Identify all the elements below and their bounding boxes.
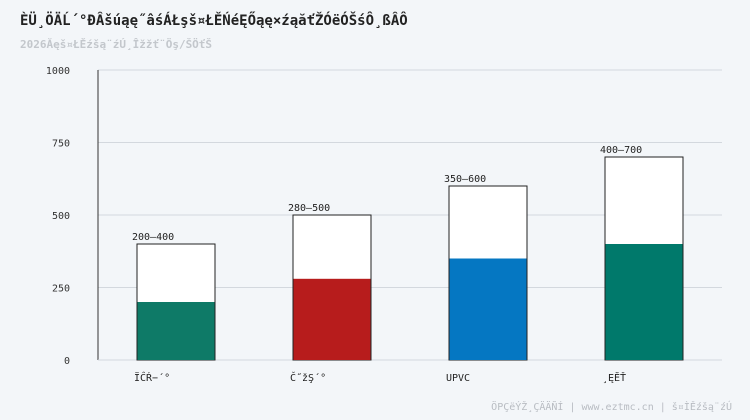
footer-credit: ÖРÇëÝŽ¸ÇÄÄÑÍ | www.eztmc.cn | š¤ÌĚźšą¨źÚ [491,402,732,413]
range-data-label: 350–600 [444,174,486,185]
value-bar [137,302,215,360]
chart-title: ÈÜ¸ÖÄĹ´°ÐÂšúąę˝âśÁŁşš¤ŁĚŃéĘŐąę×źąăťŽÓëÓŠ… [20,13,408,29]
y-tick-label: 250 [52,284,70,295]
value-bar [605,244,683,360]
y-tick-label: 500 [52,211,70,222]
range-data-label: 400–700 [600,145,642,156]
range-data-label: 200–400 [132,232,174,243]
value-bar [449,258,527,360]
y-tick-label: 750 [52,139,70,150]
y-tick-label: 0 [64,356,70,367]
x-tick-label: Č˝žŞ´° [290,371,326,384]
x-tick-label: ÏĈŔ−´° [134,371,170,384]
value-bar [293,278,371,360]
x-tick-label: UPVC [446,373,470,384]
range-data-label: 280–500 [288,203,330,214]
x-tick-label: ¸ĘĔŤ [602,371,626,384]
y-tick-label: 1000 [46,66,70,77]
chart-subtitle: 2026Ăęš¤ŁĚźšą¨źÚ¸Îžžť¨Öş/ŠÖťŠ [20,38,213,51]
